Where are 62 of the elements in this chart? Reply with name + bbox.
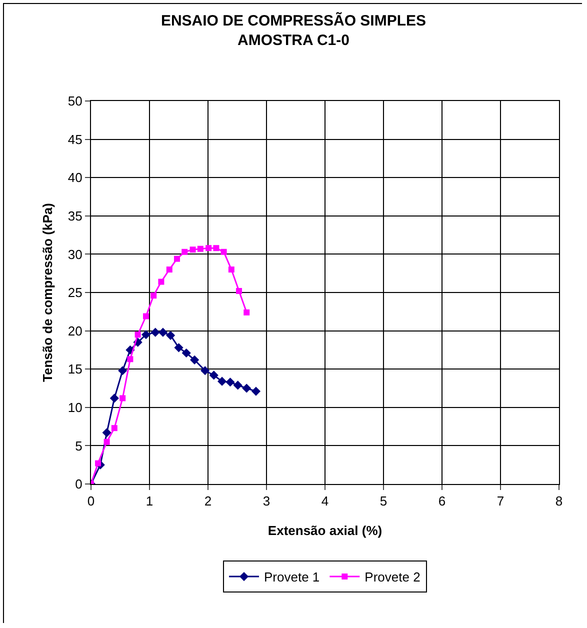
point bbox=[150, 328, 160, 337]
x-tick-label: 7 bbox=[496, 494, 504, 509]
point bbox=[95, 460, 102, 466]
y-tick-label: 15 bbox=[68, 362, 82, 377]
point bbox=[134, 332, 141, 338]
y-tick-label: 50 bbox=[68, 94, 82, 109]
x-axis-title: Extensão axial (%) bbox=[268, 523, 382, 538]
point bbox=[206, 245, 212, 252]
point bbox=[200, 366, 210, 376]
x-tick-label: 2 bbox=[204, 494, 212, 509]
y-tick-label: 30 bbox=[68, 246, 82, 262]
point bbox=[217, 376, 227, 386]
point bbox=[236, 288, 242, 294]
point bbox=[228, 266, 234, 273]
point bbox=[166, 330, 176, 340]
x-tick-label: 5 bbox=[380, 494, 388, 509]
chart-title: ENSAIO DE COMPRESSÃO SIMPLES AMOSTRA C1-0 bbox=[160, 12, 426, 50]
point bbox=[127, 356, 134, 362]
point bbox=[233, 380, 242, 390]
y-tick-label: 10 bbox=[68, 400, 82, 415]
point bbox=[209, 370, 218, 380]
point bbox=[166, 266, 172, 273]
point bbox=[182, 348, 191, 358]
point bbox=[150, 292, 157, 299]
point bbox=[158, 278, 164, 285]
point bbox=[182, 248, 188, 255]
x-tick-label: 3 bbox=[262, 494, 270, 509]
y-tick-label: 35 bbox=[68, 208, 82, 224]
point bbox=[226, 378, 235, 387]
point bbox=[174, 256, 180, 262]
point bbox=[242, 384, 252, 393]
x-tick-label: 8 bbox=[555, 494, 563, 509]
point bbox=[141, 330, 151, 340]
y-tick-label: 45 bbox=[68, 132, 82, 147]
y-tick-label: 0 bbox=[75, 476, 82, 492]
point bbox=[244, 309, 250, 316]
point bbox=[110, 394, 119, 403]
point bbox=[102, 428, 112, 438]
point bbox=[111, 425, 118, 432]
point bbox=[142, 313, 149, 320]
point bbox=[251, 386, 261, 396]
point bbox=[213, 245, 220, 252]
legend-label: Provete 1 bbox=[264, 570, 320, 585]
point bbox=[190, 246, 196, 253]
point bbox=[174, 343, 184, 352]
point bbox=[197, 246, 204, 252]
x-tick-label: 6 bbox=[438, 494, 446, 509]
y-tick-label: 25 bbox=[68, 285, 82, 300]
point bbox=[118, 366, 128, 376]
point bbox=[158, 328, 168, 337]
x-tick-label: 4 bbox=[321, 494, 329, 509]
point bbox=[220, 248, 227, 255]
point bbox=[104, 438, 110, 445]
y-axis-title: Tensão de compressão (kPa) bbox=[40, 203, 55, 382]
y-tick-label: 5 bbox=[75, 438, 82, 454]
point bbox=[120, 395, 126, 402]
y-tick-label: 20 bbox=[68, 323, 82, 338]
y-tick-label: 40 bbox=[68, 170, 82, 186]
point bbox=[190, 355, 200, 364]
legend-label: Provete 2 bbox=[364, 570, 420, 585]
x-tick-label: 1 bbox=[146, 494, 154, 509]
x-tick-label: 0 bbox=[87, 494, 95, 509]
